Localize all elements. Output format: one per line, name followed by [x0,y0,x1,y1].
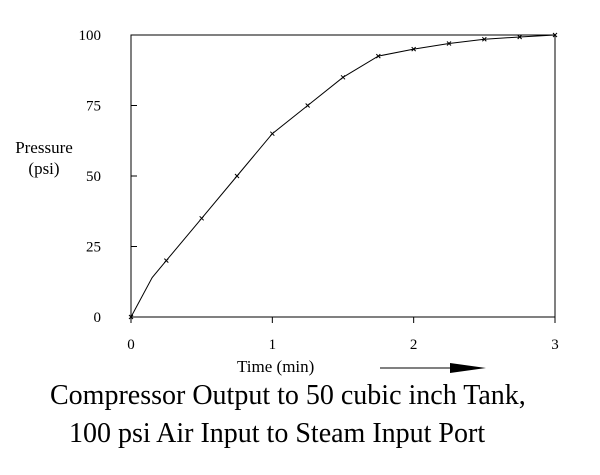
y-axis-ticks: 0 25 50 75 100 [79,28,137,326]
y-tick-label: 50 [86,169,101,185]
x-tick-label: 1 [269,337,277,353]
x-tick-label: 0 [127,337,135,353]
data-point-marker [411,46,417,52]
chart-caption-line-2: 100 psi Air Input to Steam Input Port [69,418,486,449]
data-point-marker [234,173,240,179]
y-tick-label: 100 [79,28,102,44]
data-point-marker [199,215,205,221]
data-point-marker [340,74,346,80]
y-tick-label: 75 [86,99,101,115]
y-axis-title-line-2: (psi) [28,159,59,178]
y-tick-label: 0 [94,310,102,326]
y-tick-label: 25 [86,240,101,256]
data-markers [128,32,558,320]
arrow-right-icon [380,363,486,373]
data-point-marker [163,258,169,263]
data-point-marker [305,103,311,108]
data-point-marker [128,314,134,320]
data-point-marker [375,53,381,59]
x-tick-label: 3 [551,337,559,353]
data-point-marker [552,32,558,38]
series-line [130,34,556,318]
data-point-marker [481,36,487,42]
data-point-marker [446,41,452,46]
x-axis-title: Time (min) [237,357,314,376]
data-point-marker [269,131,275,137]
y-axis-title-line-1: Pressure [15,138,73,157]
chart-caption-line-1: Compressor Output to 50 cubic inch Tank, [50,380,526,411]
x-axis-ticks: 0 1 2 3 [127,317,559,353]
data-point-marker [517,34,523,40]
x-tick-label: 2 [410,337,418,353]
